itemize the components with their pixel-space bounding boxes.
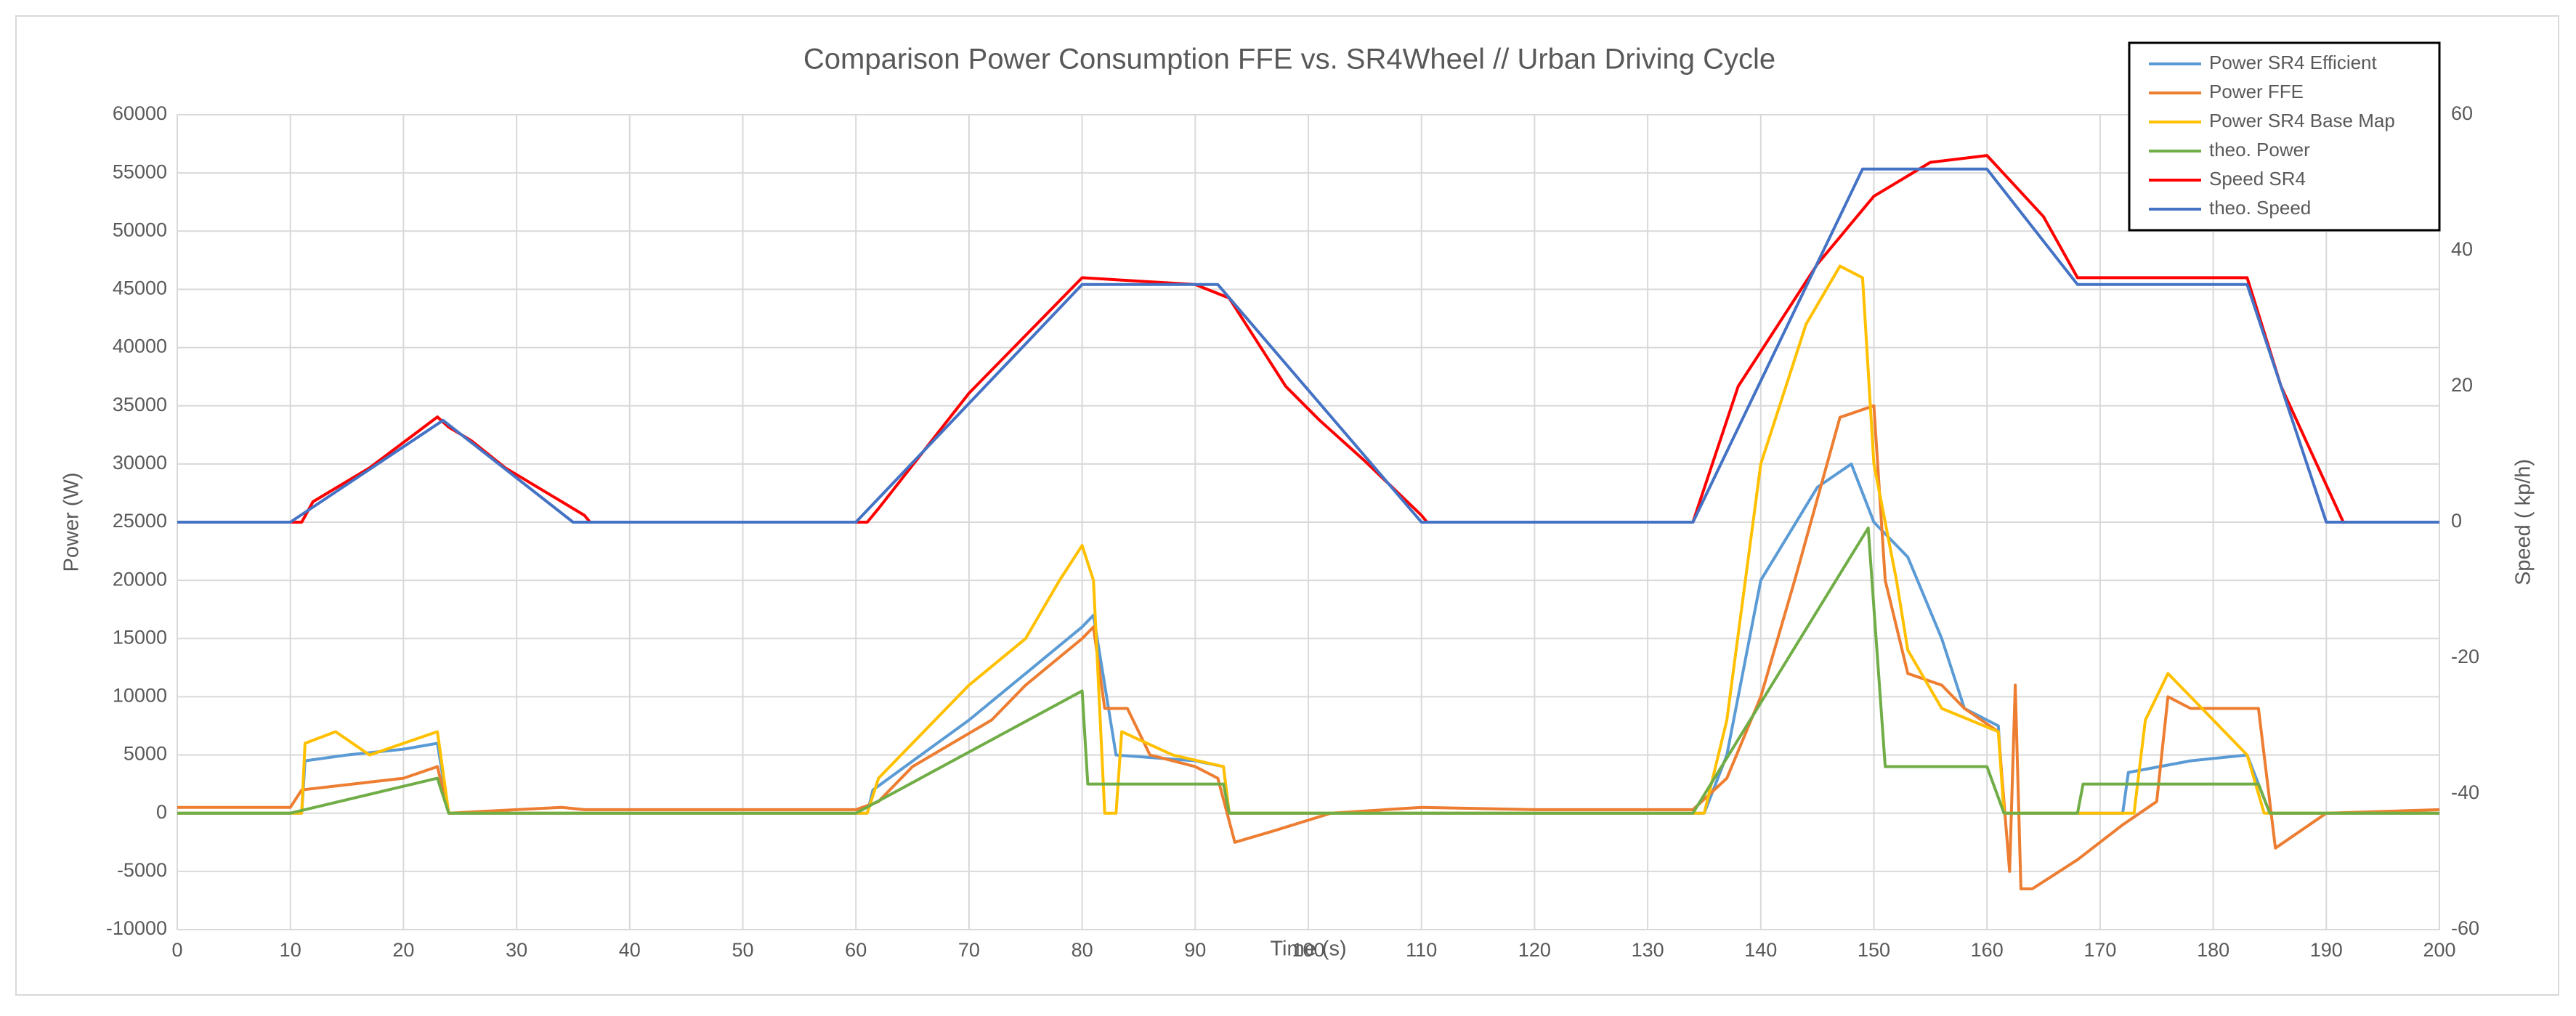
y2-tick-label: -60 (2451, 917, 2479, 939)
series-line (177, 527, 2439, 815)
legend-box (2128, 41, 2441, 232)
x-tick-label: 60 (845, 939, 867, 961)
y2-tick-label: 60 (2451, 102, 2473, 124)
legend: Power SR4 Efficient Power FFE Power SR4 Ba… (2128, 41, 2441, 232)
y-tick-label: 60000 (113, 102, 167, 124)
x-tick-label: 170 (2083, 939, 2116, 961)
y-tick-label: 45000 (113, 277, 167, 299)
x-axis-title: Time (s) (1270, 938, 1346, 961)
y2-tick-label: 0 (2451, 510, 2462, 532)
y2-tick-label: 40 (2451, 238, 2473, 260)
y-tick-label: 35000 (113, 394, 167, 415)
y2-tick-label: 20 (2451, 374, 2473, 396)
x-tick-label: 0 (171, 939, 182, 961)
x-tick-label: 20 (392, 939, 414, 961)
y-tick-label: 10000 (113, 685, 167, 707)
x-tick-label: 50 (732, 939, 753, 961)
y-tick-label: -10000 (106, 917, 167, 939)
x-tick-label: 40 (619, 939, 641, 961)
y-axis-title: Power (W) (60, 473, 84, 572)
y-tick-label: 15000 (113, 626, 167, 648)
series-line (177, 167, 2439, 524)
legend-label: Power SR4 Base Map (2209, 110, 2395, 131)
y-tick-label: 30000 (113, 452, 167, 474)
x-tick-label: 90 (1184, 939, 1206, 961)
x-tick-label: 120 (1518, 939, 1551, 961)
x-tick-label: 140 (1744, 939, 1777, 961)
x-tick-label: 150 (1858, 939, 1890, 961)
y-tick-label: 0 (156, 801, 167, 823)
x-tick-label: 80 (1072, 939, 1093, 961)
y-tick-label: 20000 (113, 568, 167, 590)
legend-label: theo. Power (2209, 139, 2310, 160)
legend-label: theo. Speed (2209, 197, 2311, 219)
y-tick-label: 55000 (113, 160, 167, 182)
y-tick-label: 40000 (113, 336, 167, 357)
y2-tick-label: -20 (2451, 646, 2479, 667)
x-tick-label: 10 (280, 939, 301, 961)
y2-tick-label: -40 (2451, 781, 2479, 803)
x-tick-label: 100 (1292, 939, 1324, 961)
x-tick-label: 200 (2423, 939, 2455, 961)
x-tick-label: 30 (506, 939, 527, 961)
y-tick-label: 5000 (123, 743, 167, 765)
legend-label: Power FFE (2209, 81, 2304, 102)
x-tick-label: 190 (2310, 939, 2343, 961)
series-line (177, 404, 2440, 890)
x-tick-label: 70 (958, 939, 980, 961)
y-tick-label: 50000 (113, 219, 167, 240)
legend-label: Power SR4 Efficient (2209, 52, 2378, 73)
chart-title: Comparison Power Consumption FFE vs. SR4… (803, 44, 1775, 76)
x-tick-label: 130 (1632, 939, 1664, 961)
y-tick-label: 25000 (113, 510, 167, 532)
y2-axis-title: Speed ( kp/h) (2512, 459, 2535, 585)
x-tick-label: 160 (1971, 939, 2004, 961)
x-tick-label: 110 (1406, 939, 1437, 961)
x-tick-label: 180 (2197, 939, 2229, 961)
legend-label: Speed SR4 (2209, 168, 2306, 190)
y-tick-label: -5000 (117, 859, 167, 881)
